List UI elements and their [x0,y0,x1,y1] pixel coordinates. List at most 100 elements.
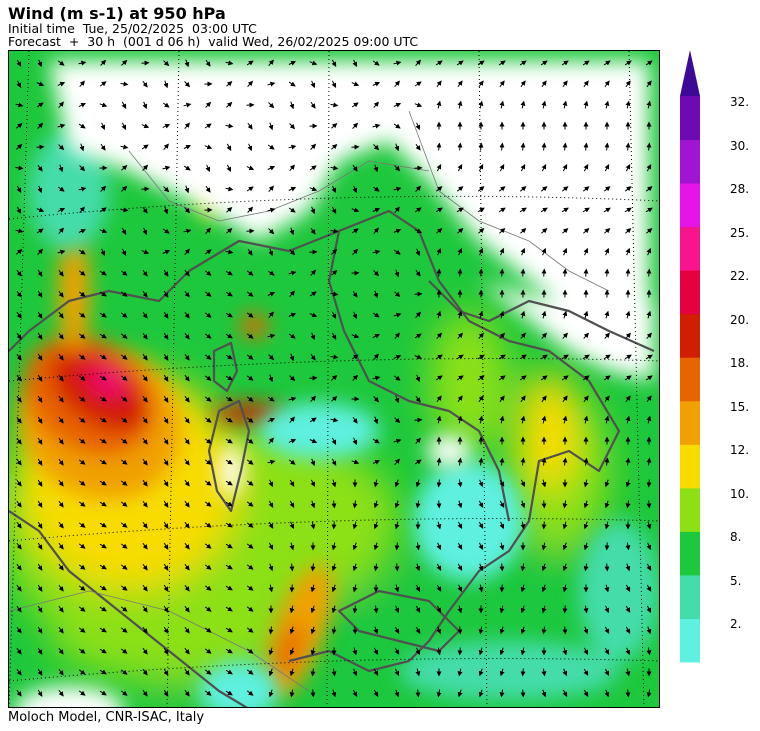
wind-arrow [352,584,358,593]
wind-arrow [37,563,43,571]
wind-arrow [415,122,421,131]
wind-arrow [330,417,339,423]
wind-arrow [16,647,22,655]
wind-arrow [373,290,379,299]
wind-arrow [120,417,128,423]
wind-arrow [184,59,190,68]
wind-arrow [372,60,380,66]
wind-arrow [562,563,568,572]
wind-arrow [58,164,64,173]
wind-arrow [78,480,86,486]
wind-arrow [163,416,169,424]
wind-arrow [310,227,316,235]
wind-arrow [499,584,505,593]
colorbar-band [680,444,700,489]
wind-arrow [478,395,484,403]
wind-arrow [625,142,631,151]
wind-arrow [100,59,107,66]
wind-arrow [247,143,253,152]
wind-arrow [415,143,421,151]
wind-arrow [121,101,127,109]
wind-arrow [646,164,652,172]
wind-arrow [204,312,212,318]
wind-arrow [625,310,631,319]
wind-arrow [142,374,148,382]
wind-arrow [394,521,400,530]
wind-arrow [562,247,568,256]
wind-arrow [583,668,589,676]
wind-arrow [373,144,380,151]
wind-arrow [99,333,107,339]
wind-arrow [142,563,148,571]
wind-arrow [184,311,190,319]
wind-arrow [163,353,169,361]
wind-arrow [120,690,128,696]
wind-arrow [79,206,85,214]
wind-arrow [373,647,379,655]
wind-arrow [78,375,86,381]
wind-arrow [142,542,148,550]
wind-arrow [225,627,233,633]
wind-arrow [646,80,652,88]
wind-arrow [310,647,316,656]
wind-arrow [163,332,169,340]
wind-arrow [331,248,338,255]
wind-arrow [37,668,43,676]
wind-arrow [457,332,463,339]
wind-arrow [58,542,64,550]
wind-arrow [457,80,463,88]
wind-arrow [562,689,568,697]
wind-arrow [499,668,505,677]
wind-arrow [499,415,505,424]
wind-arrow [646,626,652,635]
wind-arrow [57,60,65,66]
wind-arrow [163,563,169,571]
wind-arrow [372,459,380,465]
wind-arrow [163,80,169,89]
wind-arrow [58,479,64,487]
wind-arrow [120,270,128,276]
colorbar-label: 2. [730,617,742,632]
wind-arrow [541,415,547,424]
wind-arrow [36,207,45,213]
wind-arrow [142,101,148,110]
wind-arrow [267,81,276,87]
wind-arrow [603,375,611,381]
wind-arrow [583,310,589,319]
wind-arrow [58,500,64,508]
wind-arrow [330,291,339,297]
wind-arrow [624,207,632,213]
wind-arrow [499,626,505,635]
colorbar-band [680,357,700,402]
wind-arrow [246,354,254,360]
wind-arrow [457,228,464,234]
wind-arrow [100,122,106,131]
wind-arrow [541,626,547,635]
wind-arrow [310,605,316,614]
wind-arrow [79,165,86,172]
model-credit: Moloch Model, CNR-ISAC, Italy [8,710,205,725]
wind-arrow [162,228,170,234]
wind-arrow [37,521,43,529]
wind-arrow [373,101,379,109]
wind-arrow [541,605,547,614]
wind-arrow [120,501,128,507]
wind-arrow [99,501,107,507]
wind-arrow [36,228,44,234]
wind-arrow [393,228,402,234]
wind-arrow [16,374,22,382]
wind-arrow [373,563,379,572]
wind-arrow [478,310,484,319]
wind-arrow [646,584,652,592]
wind-arrow [99,459,107,465]
wind-arrow [288,312,297,318]
wind-arrow [225,123,234,129]
wind-arrow [163,437,169,445]
wind-arrow [520,100,526,109]
wind-arrow [142,206,148,214]
wind-arrow [163,479,169,487]
wind-arrow [99,417,107,423]
wind-arrow [142,416,148,424]
wind-arrow [142,500,148,508]
wind-arrow [499,164,505,172]
